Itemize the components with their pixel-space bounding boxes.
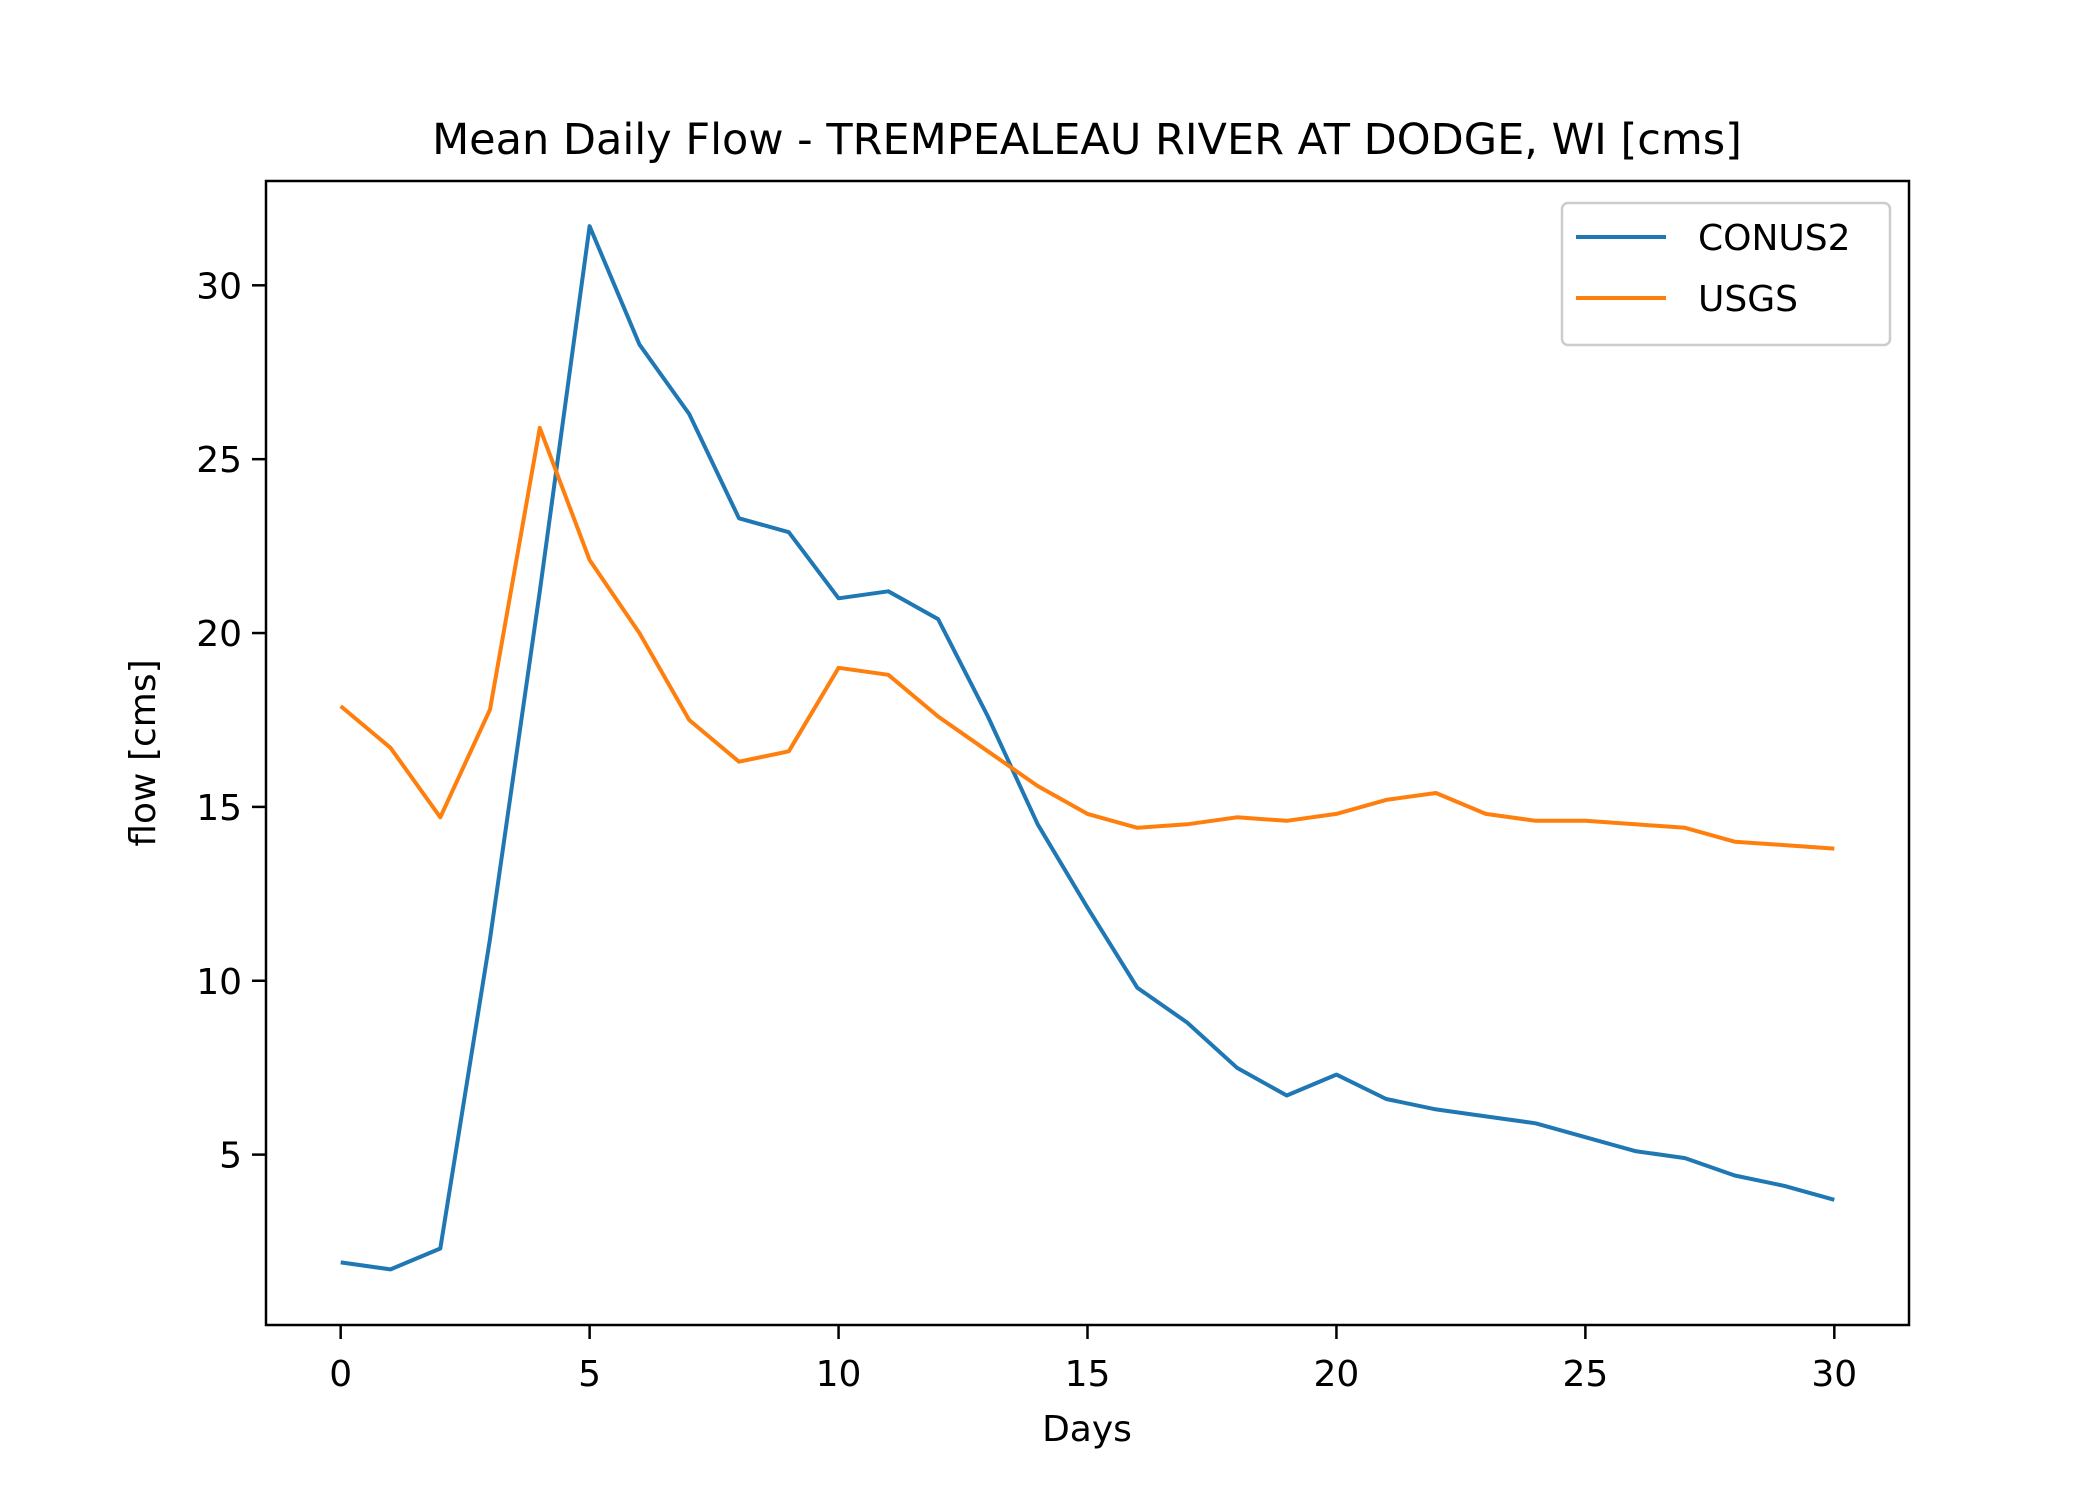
x-tick-label: 15 bbox=[1065, 1354, 1111, 1395]
y-axis: 5 10 15 20 25 30 bbox=[196, 266, 266, 1177]
y-tick-label: 25 bbox=[196, 440, 242, 481]
y-tick-label: 30 bbox=[196, 266, 242, 307]
y-tick-label: 15 bbox=[196, 788, 242, 829]
legend-label-usgs: USGS bbox=[1698, 279, 1798, 320]
legend-label-conus2: CONUS2 bbox=[1698, 218, 1851, 259]
x-tick-label: 0 bbox=[329, 1354, 352, 1395]
y-tick-label: 5 bbox=[219, 1136, 242, 1177]
plot-area bbox=[339, 224, 1835, 1272]
series-line-conus2 bbox=[340, 224, 1835, 1272]
series-line-usgs bbox=[339, 425, 1835, 851]
x-tick-label: 25 bbox=[1562, 1354, 1608, 1395]
y-tick-label: 20 bbox=[196, 614, 242, 655]
legend: CONUS2 USGS bbox=[1560, 201, 1892, 347]
x-tick-label: 5 bbox=[578, 1354, 601, 1395]
x-axis: 0 5 10 15 20 25 30 bbox=[329, 1325, 1857, 1395]
chart-title: Mean Daily Flow - TREMPEALEAU RIVER AT D… bbox=[432, 115, 1742, 165]
x-tick-label: 20 bbox=[1314, 1354, 1360, 1395]
x-tick-label: 10 bbox=[816, 1354, 862, 1395]
y-tick-label: 10 bbox=[196, 962, 242, 1003]
y-axis-label: flow [cms] bbox=[123, 659, 164, 846]
x-tick-label: 30 bbox=[1811, 1354, 1857, 1395]
x-axis-label: Days bbox=[1042, 1409, 1132, 1450]
